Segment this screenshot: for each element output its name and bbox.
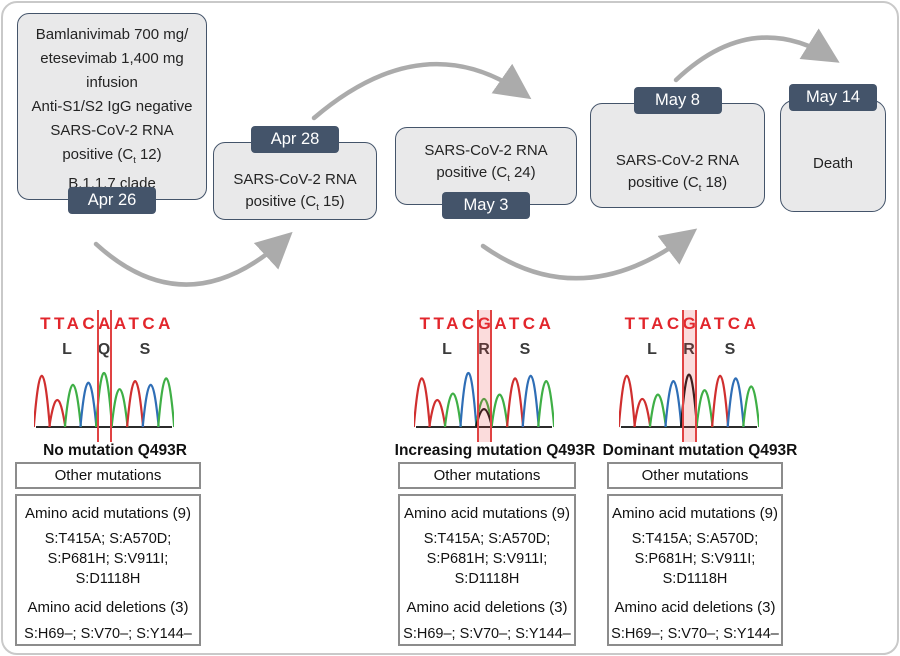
amino-acid: L [62,341,72,358]
chromatogram-dominant-mutation: TTACGATCA L R S Dominant mutation Q493R [603,308,797,473]
mutation-list: S:T415A; S:A570D; S:P681H; S:V911I; S:D1… [611,529,779,589]
chromatogram-caption: Increasing mutation Q493R [394,442,596,459]
amino-acid: S [139,341,151,358]
event-text: SARS-CoV-2 RNA positive (Ct 24) [396,128,576,189]
mutation-table-body: Amino acid mutations (9) S:T415A; S:A570… [15,494,201,646]
amino-acid: R [683,341,695,358]
highlight-band [477,310,492,442]
mutation-line: S:P681H; S:V911I; [47,551,169,567]
event-line: Death [812,155,854,172]
mutation-table-header: Other mutations [607,462,783,489]
nucleotide-sequence: TTACGATCA [419,314,555,333]
event-line: SARS-CoV-2 RNA [50,122,174,139]
highlight-band [682,310,697,442]
mutation-line: S:P681H; S:V911I; [634,551,756,567]
mutation-table-body: Amino acid mutations (9) S:T415A; S:A570… [607,494,783,646]
timeline-box-apr28: Apr 28 SARS-CoV-2 RNA positive (Ct 15) [213,126,377,220]
mutation-line: S:D1118H [75,571,141,587]
event-text: Death [781,101,885,175]
mutation-table-header: Other mutations [398,462,576,489]
mutation-table-2: Other mutations Amino acid mutations (9)… [398,462,576,646]
chromatogram-caption: No mutation Q493R [43,442,187,459]
deletions-line: S:H69–; S:V70–; S:Y144– [24,626,192,642]
event-line: SARS-CoV-2 RNA [233,171,357,188]
amino-acid: S [519,341,531,358]
mutations-title: Amino acid mutations (9) [612,505,778,522]
amino-acid: Q [97,341,111,358]
mutation-line: S:T415A; S:A570D; [423,531,551,547]
event-line: SARS-CoV-2 RNA [615,152,740,169]
deletions-title: Amino acid deletions (3) [406,599,568,616]
event-line-ct: positive (Ct 15) [245,193,345,212]
mutation-table-header: Other mutations [15,462,201,489]
deletions-title: Amino acid deletions (3) [27,599,189,616]
event-line-ct: positive (Ct 12) [62,146,162,165]
amino-acid: S [724,341,736,358]
chromatogram-no-mutation: TTACAATCA L Q S No mutation Q493R [34,308,190,473]
timeline-box-may14: May 14 Death [780,84,886,212]
nucleotide-sequence: TTACAATCA [40,314,174,333]
event-line: etesevimab 1,400 mg [40,50,184,67]
amino-acid: L [647,341,657,358]
date-badge-may3: May 3 [442,192,530,219]
date-badge-may8: May 8 [633,87,722,114]
amino-acid: L [442,341,452,358]
deletions-title: Amino acid deletions (3) [614,599,776,616]
event-line: SARS-CoV-2 RNA [424,142,548,159]
event-text: Bamlanivimab 700 mg/ etesevimab 1,400 mg… [18,14,206,196]
event-line: Bamlanivimab 700 mg/ [35,26,189,43]
event-line-ct: positive (Ct 18) [627,174,728,193]
mutations-title: Amino acid mutations (9) [25,505,191,522]
event-text: SARS-CoV-2 RNA positive (Ct 18) [591,104,764,199]
mutation-list: S:T415A; S:A570D; S:P681H; S:V911I; S:D1… [402,529,572,589]
event-text: SARS-CoV-2 RNA positive (Ct 15) [214,143,376,218]
chromatogram-caption: Dominant mutation Q493R [602,442,798,459]
event-line: infusion [86,74,138,91]
highlight-line-right [490,310,492,442]
arrow-event2-to-event3 [311,61,532,121]
highlight-line-left [97,310,99,442]
highlight-line-left [682,310,684,442]
sanger-trace [414,372,554,428]
highlight-line-left [477,310,479,442]
highlight-line-right [110,310,112,442]
mutation-line: S:P681H; S:V911I; [426,551,548,567]
mutation-list: S:T415A; S:A570D; S:P681H; S:V911I; S:D1… [19,529,197,589]
date-badge-may14: May 14 [789,84,877,111]
nucleotide-sequence: TTACGATCA [624,314,760,333]
arrow-event1-to-event2 [93,231,293,287]
event-line-ct: positive (Ct 24) [436,164,536,183]
mutation-line: S:T415A; S:A570D; [631,531,759,547]
date-badge-apr26: Apr 26 [68,187,156,214]
mutation-line: S:D1118H [454,571,520,587]
mutation-table-3: Other mutations Amino acid mutations (9)… [607,462,783,646]
deletions-line: S:H69–; S:V70–; S:Y144– [403,626,571,642]
date-badge-apr28: Apr 28 [251,126,339,153]
mutation-table-1: Other mutations Amino acid mutations (9)… [15,462,201,646]
arrow-event3-to-event4 [480,228,698,281]
highlight-line-right [695,310,697,442]
amino-acid: R [478,341,490,358]
timeline-box-apr26: Bamlanivimab 700 mg/ etesevimab 1,400 mg… [17,13,207,214]
mutation-line: S:T415A; S:A570D; [44,531,172,547]
mutations-title: Amino acid mutations (9) [404,505,570,522]
mutation-line: S:D1118H [662,571,728,587]
mutation-table-body: Amino acid mutations (9) S:T415A; S:A570… [398,494,576,646]
timeline-box-may3: SARS-CoV-2 RNA positive (Ct 24) May 3 [395,127,577,219]
event-line: Anti-S1/S2 IgG negative [31,98,193,115]
chromatogram-increasing-mutation: TTACGATCA L R S Increasing mutation Q493… [395,308,595,473]
timeline-box-may8: May 8 SARS-CoV-2 RNA positive (Ct 18) [590,87,765,208]
arrow-event4-to-event5 [673,28,840,83]
deletions-line: S:H69–; S:V70–; S:Y144– [611,626,779,642]
sanger-trace [34,372,174,428]
